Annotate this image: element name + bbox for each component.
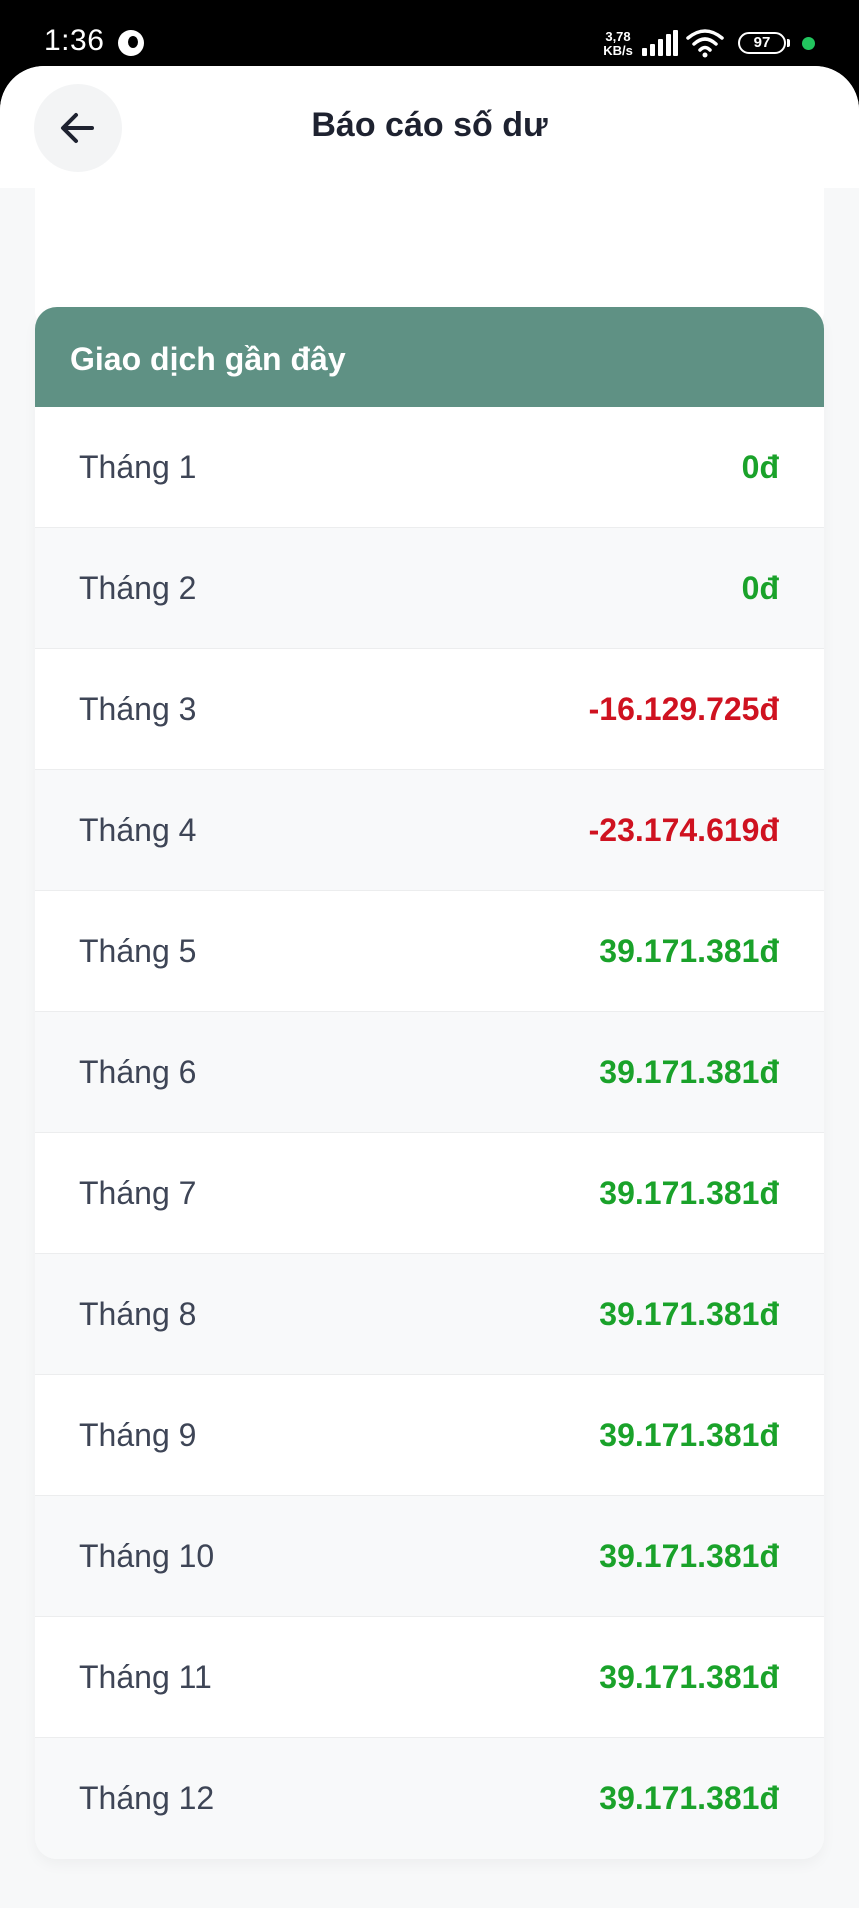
previous-card bbox=[35, 188, 824, 326]
month-balance: 39.171.381đ bbox=[599, 1658, 779, 1695]
month-label: Tháng 3 bbox=[79, 690, 197, 727]
month-balance: 39.171.381đ bbox=[599, 932, 779, 969]
month-row[interactable]: Tháng 5 39.171.381đ bbox=[35, 891, 824, 1012]
page-title: Báo cáo số dư bbox=[311, 106, 548, 144]
back-button[interactable] bbox=[34, 84, 122, 172]
network-speed-value: 3,78 bbox=[605, 29, 631, 44]
month-row[interactable]: Tháng 6 39.171.381đ bbox=[35, 1012, 824, 1133]
network-speed: 3,78 KB/s bbox=[598, 30, 638, 58]
month-row[interactable]: Tháng 10 39.171.381đ bbox=[35, 1496, 824, 1617]
month-balance: -16.129.725đ bbox=[588, 690, 779, 727]
month-label: Tháng 5 bbox=[79, 932, 197, 969]
month-balance: 39.171.381đ bbox=[599, 1537, 779, 1574]
month-balance: 0đ bbox=[741, 448, 779, 485]
month-balance: 0đ bbox=[741, 569, 779, 606]
month-label: Tháng 8 bbox=[79, 1295, 197, 1332]
month-row[interactable]: Tháng 2 0đ bbox=[35, 528, 824, 649]
month-label: Tháng 4 bbox=[79, 811, 197, 848]
month-balance: -23.174.619đ bbox=[588, 811, 779, 848]
signal-bars-icon bbox=[642, 30, 678, 56]
status-time: 1:36 bbox=[44, 24, 105, 57]
month-label: Tháng 7 bbox=[79, 1174, 197, 1211]
month-label: Tháng 2 bbox=[79, 569, 197, 606]
battery-icon: 97 bbox=[738, 32, 790, 54]
app-header: Báo cáo số dư bbox=[0, 66, 859, 188]
month-label: Tháng 11 bbox=[79, 1658, 212, 1695]
month-balance: 39.171.381đ bbox=[599, 1174, 779, 1211]
month-row[interactable]: Tháng 12 39.171.381đ bbox=[35, 1738, 824, 1859]
month-balance: 39.171.381đ bbox=[599, 1416, 779, 1453]
month-label: Tháng 6 bbox=[79, 1053, 197, 1090]
status-bar: 1:36 3,78 KB/s 97 bbox=[0, 0, 859, 72]
month-list: Tháng 1 0đ Tháng 2 0đ Tháng 3 -16.129.725đ Thá… bbox=[35, 407, 824, 1859]
month-balance: 39.171.381đ bbox=[599, 1295, 779, 1332]
month-label: Tháng 1 bbox=[79, 448, 197, 485]
network-speed-unit: KB/s bbox=[603, 43, 633, 58]
month-row[interactable]: Tháng 4 -23.174.619đ bbox=[35, 770, 824, 891]
month-label: Tháng 9 bbox=[79, 1416, 197, 1453]
month-row[interactable]: Tháng 3 -16.129.725đ bbox=[35, 649, 824, 770]
app-notification-icon bbox=[118, 30, 144, 56]
month-row[interactable]: Tháng 7 39.171.381đ bbox=[35, 1133, 824, 1254]
month-balance: 39.171.381đ bbox=[599, 1780, 779, 1816]
arrow-left-icon bbox=[61, 113, 94, 143]
month-row[interactable]: Tháng 1 0đ bbox=[35, 407, 824, 528]
month-label: Tháng 10 bbox=[79, 1537, 215, 1574]
wifi-icon bbox=[686, 29, 724, 58]
month-label: Tháng 12 bbox=[79, 1780, 215, 1816]
month-row[interactable]: Tháng 8 39.171.381đ bbox=[35, 1254, 824, 1375]
card-title: Giao dịch gần đây bbox=[35, 307, 824, 407]
privacy-indicator-dot bbox=[802, 37, 815, 50]
month-row[interactable]: Tháng 11 39.171.381đ bbox=[35, 1617, 824, 1738]
month-row[interactable]: Tháng 9 39.171.381đ bbox=[35, 1375, 824, 1496]
month-balance: 39.171.381đ bbox=[599, 1053, 779, 1090]
recent-transactions-card: Giao dịch gần đây Tháng 1 0đ Tháng 2 0đ Thán… bbox=[35, 307, 824, 1859]
